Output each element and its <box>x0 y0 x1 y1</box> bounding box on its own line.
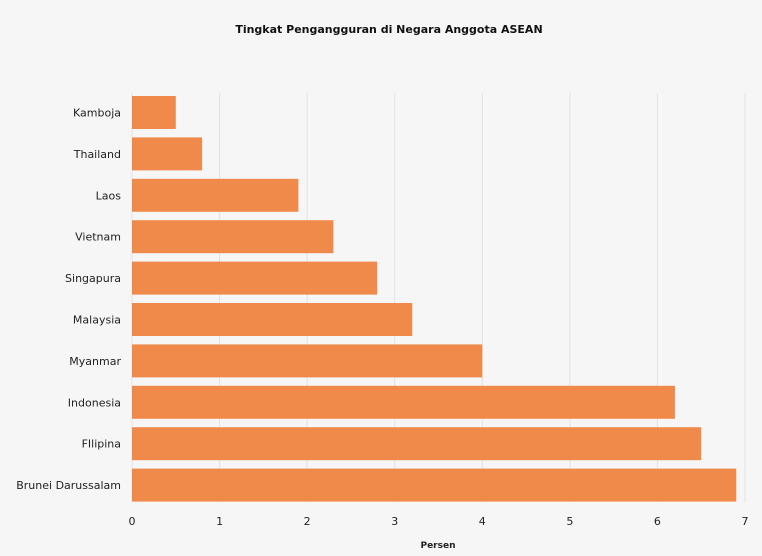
bars <box>132 96 737 502</box>
x-tick-label: 0 <box>129 515 136 528</box>
category-label: Myanmar <box>69 355 121 368</box>
bar <box>132 303 413 336</box>
bar <box>132 220 334 254</box>
chart-title: Tingkat Pengangguran di Negara Anggota A… <box>235 23 542 36</box>
bar <box>132 468 737 502</box>
category-label: Singapura <box>65 272 121 285</box>
bar <box>132 137 203 171</box>
category-label: Brunei Darussalam <box>16 479 121 492</box>
bar <box>132 261 378 295</box>
category-label: Kamboja <box>73 107 121 120</box>
x-tick-label: 5 <box>566 515 573 528</box>
grid-lines <box>131 93 746 502</box>
bar <box>132 344 483 378</box>
bar <box>132 427 702 461</box>
category-labels: Kamboja Thailand Laos Vietnam Singapura Malay… <box>16 107 121 493</box>
category-label: Indonesia <box>68 396 121 409</box>
x-tick-label: 2 <box>304 515 311 528</box>
x-tick-label: 4 <box>479 515 486 528</box>
x-tick-labels: 0 1 2 3 4 5 6 7 <box>129 515 749 528</box>
bar <box>132 385 675 419</box>
category-label: FIlipina <box>82 438 121 451</box>
category-label: Thailand <box>73 148 121 161</box>
x-tick-label: 6 <box>654 515 661 528</box>
category-label: Laos <box>96 189 122 202</box>
category-label: Vietnam <box>75 231 121 244</box>
bar <box>132 96 176 129</box>
x-tick-label: 3 <box>391 515 398 528</box>
x-tick-label: 7 <box>742 515 749 528</box>
category-label: Malaysia <box>73 314 121 327</box>
bar <box>132 178 299 212</box>
x-tick-label: 1 <box>216 515 223 528</box>
x-axis-label: Persen <box>420 541 455 551</box>
